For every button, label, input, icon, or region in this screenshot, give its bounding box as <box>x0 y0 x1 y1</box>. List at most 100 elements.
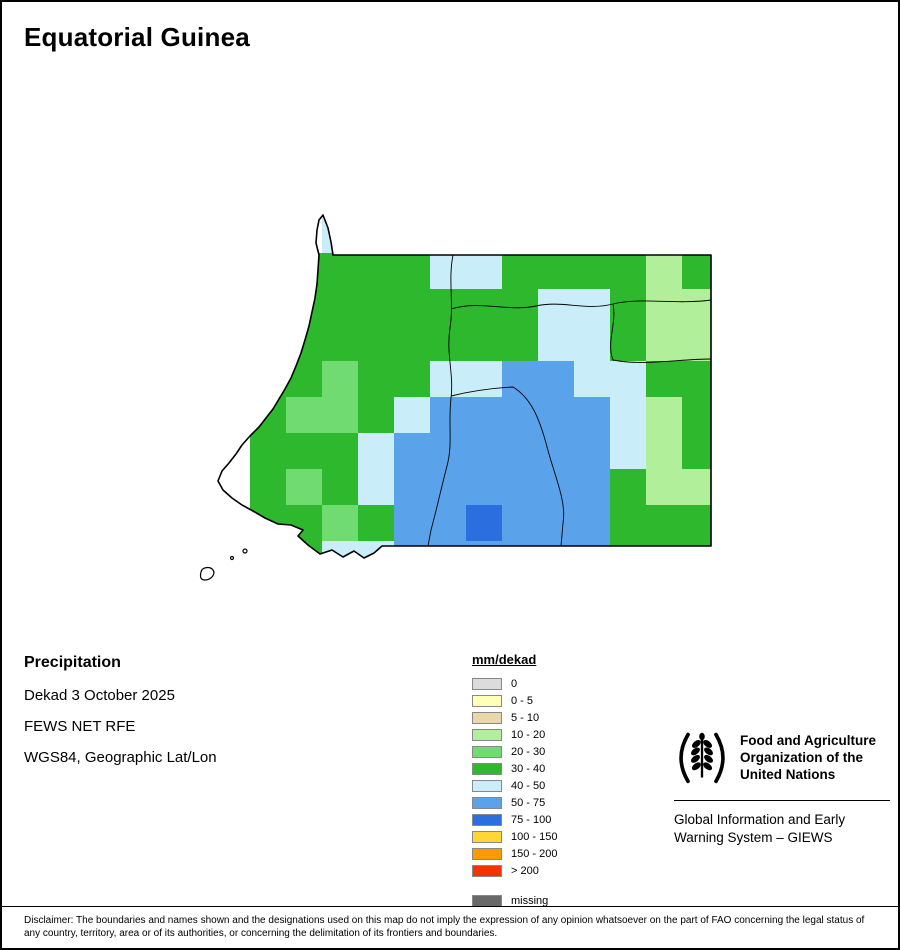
precip-cell <box>358 469 395 506</box>
disclaimer: Disclaimer: The boundaries and names sho… <box>2 906 898 948</box>
legend-entry: 20 - 30 <box>472 743 557 760</box>
precip-cell <box>394 505 431 542</box>
precip-cell <box>394 289 431 326</box>
precip-cell <box>574 289 611 326</box>
precip-cell <box>322 361 359 398</box>
legend-swatch <box>472 779 502 792</box>
precip-cell <box>646 433 683 470</box>
precip-cell <box>430 505 467 542</box>
precip-cell <box>358 289 395 326</box>
info-projection: WGS84, Geographic Lat/Lon <box>24 749 217 766</box>
precip-cell <box>394 325 431 362</box>
precip-cell <box>574 253 611 290</box>
legend-label: 10 - 20 <box>511 728 546 741</box>
precip-cell <box>538 289 575 326</box>
precipitation-grid <box>250 217 711 558</box>
admin-boundaries <box>427 254 711 547</box>
legend-entry: 50 - 75 <box>472 794 557 811</box>
precip-cell <box>574 505 611 542</box>
precip-cell <box>322 505 359 542</box>
precip-cell <box>502 397 539 434</box>
precip-cell <box>502 325 539 362</box>
precip-cell <box>430 433 467 470</box>
precip-cell <box>610 361 647 398</box>
legend-swatch <box>472 745 502 758</box>
precip-cell <box>358 325 395 362</box>
page-title: Equatorial Guinea <box>24 22 250 52</box>
legend-entry: 10 - 20 <box>472 726 557 743</box>
giews-line: Global Information and Early <box>674 812 846 827</box>
legend-label: 30 - 40 <box>511 762 546 775</box>
legend-entry: 100 - 150 <box>472 828 557 845</box>
legend-label: 75 - 100 <box>511 813 552 826</box>
precip-cell <box>322 397 359 434</box>
fao-name: Food and Agriculture Organization of the… <box>740 732 876 783</box>
legend-label: 150 - 200 <box>511 847 558 860</box>
precip-cell <box>394 469 431 506</box>
precip-cell <box>646 397 683 434</box>
precip-cell <box>682 505 711 542</box>
precip-cell <box>574 325 611 362</box>
precip-cell <box>574 397 611 434</box>
precip-cell <box>286 397 323 434</box>
fao-block: Food and Agriculture Organization of the… <box>674 726 890 801</box>
precip-cell <box>646 253 683 290</box>
precip-cell <box>466 253 503 290</box>
country-outline <box>217 214 712 559</box>
precip-cell <box>286 505 323 542</box>
precip-cell <box>682 433 711 470</box>
precip-cell <box>682 253 711 290</box>
legend-swatch <box>472 694 502 707</box>
legend-label: 20 - 30 <box>511 745 546 758</box>
islet <box>242 548 248 554</box>
precip-cell <box>682 325 711 362</box>
precip-cell <box>466 325 503 362</box>
legend-entry: 0 - 5 <box>472 692 557 709</box>
precip-cell <box>502 469 539 506</box>
legend-entry: 0 <box>472 675 557 692</box>
precip-cell <box>466 505 503 542</box>
precip-cell <box>358 361 395 398</box>
legend-label: 5 - 10 <box>511 711 540 724</box>
precip-cell <box>538 253 575 290</box>
legend-label: 0 - 5 <box>511 694 534 707</box>
precip-cell <box>502 505 539 542</box>
precip-cell <box>358 397 395 434</box>
precip-cell <box>538 361 575 398</box>
precip-cell <box>502 361 539 398</box>
precip-cell <box>250 433 287 470</box>
info-heading: Precipitation <box>24 654 121 671</box>
precip-cell <box>430 289 467 326</box>
legend-entry: 5 - 10 <box>472 709 557 726</box>
legend-swatch <box>472 711 502 724</box>
fao-name-line: Organization of the <box>740 749 863 765</box>
precip-cell <box>574 469 611 506</box>
precip-cell <box>286 469 323 506</box>
legend-swatch <box>472 847 502 860</box>
fao-name-line: Food and Agriculture <box>740 732 876 748</box>
precip-cell <box>466 397 503 434</box>
legend-swatch <box>472 677 502 690</box>
legend-swatch <box>472 796 502 809</box>
precip-cell <box>430 325 467 362</box>
precip-cell <box>358 253 395 290</box>
precipitation-map <box>199 214 712 581</box>
precip-cell <box>322 433 359 470</box>
precip-cell <box>430 397 467 434</box>
legend-label: 50 - 75 <box>511 796 546 809</box>
giews-line: Warning System – GIEWS <box>674 830 833 845</box>
precip-cell <box>430 469 467 506</box>
fao-name-line: United Nations <box>740 766 836 782</box>
legend: mm/dekad 0 0 - 5 5 - 10 10 - 20 20 - 30 30 - … <box>472 652 557 909</box>
precip-cell <box>250 505 287 542</box>
precip-cell <box>682 469 711 506</box>
branding-block: Food and Agriculture Organization of the… <box>674 726 890 847</box>
precip-cell <box>502 253 539 290</box>
legend-entries: 0 0 - 5 5 - 10 10 - 20 20 - 30 30 - 40 40 - 50… <box>472 675 557 879</box>
precip-cell <box>322 469 359 506</box>
precip-cell <box>646 469 683 506</box>
precip-cell <box>322 253 359 290</box>
precip-cell <box>538 505 575 542</box>
precip-cell <box>250 469 287 506</box>
